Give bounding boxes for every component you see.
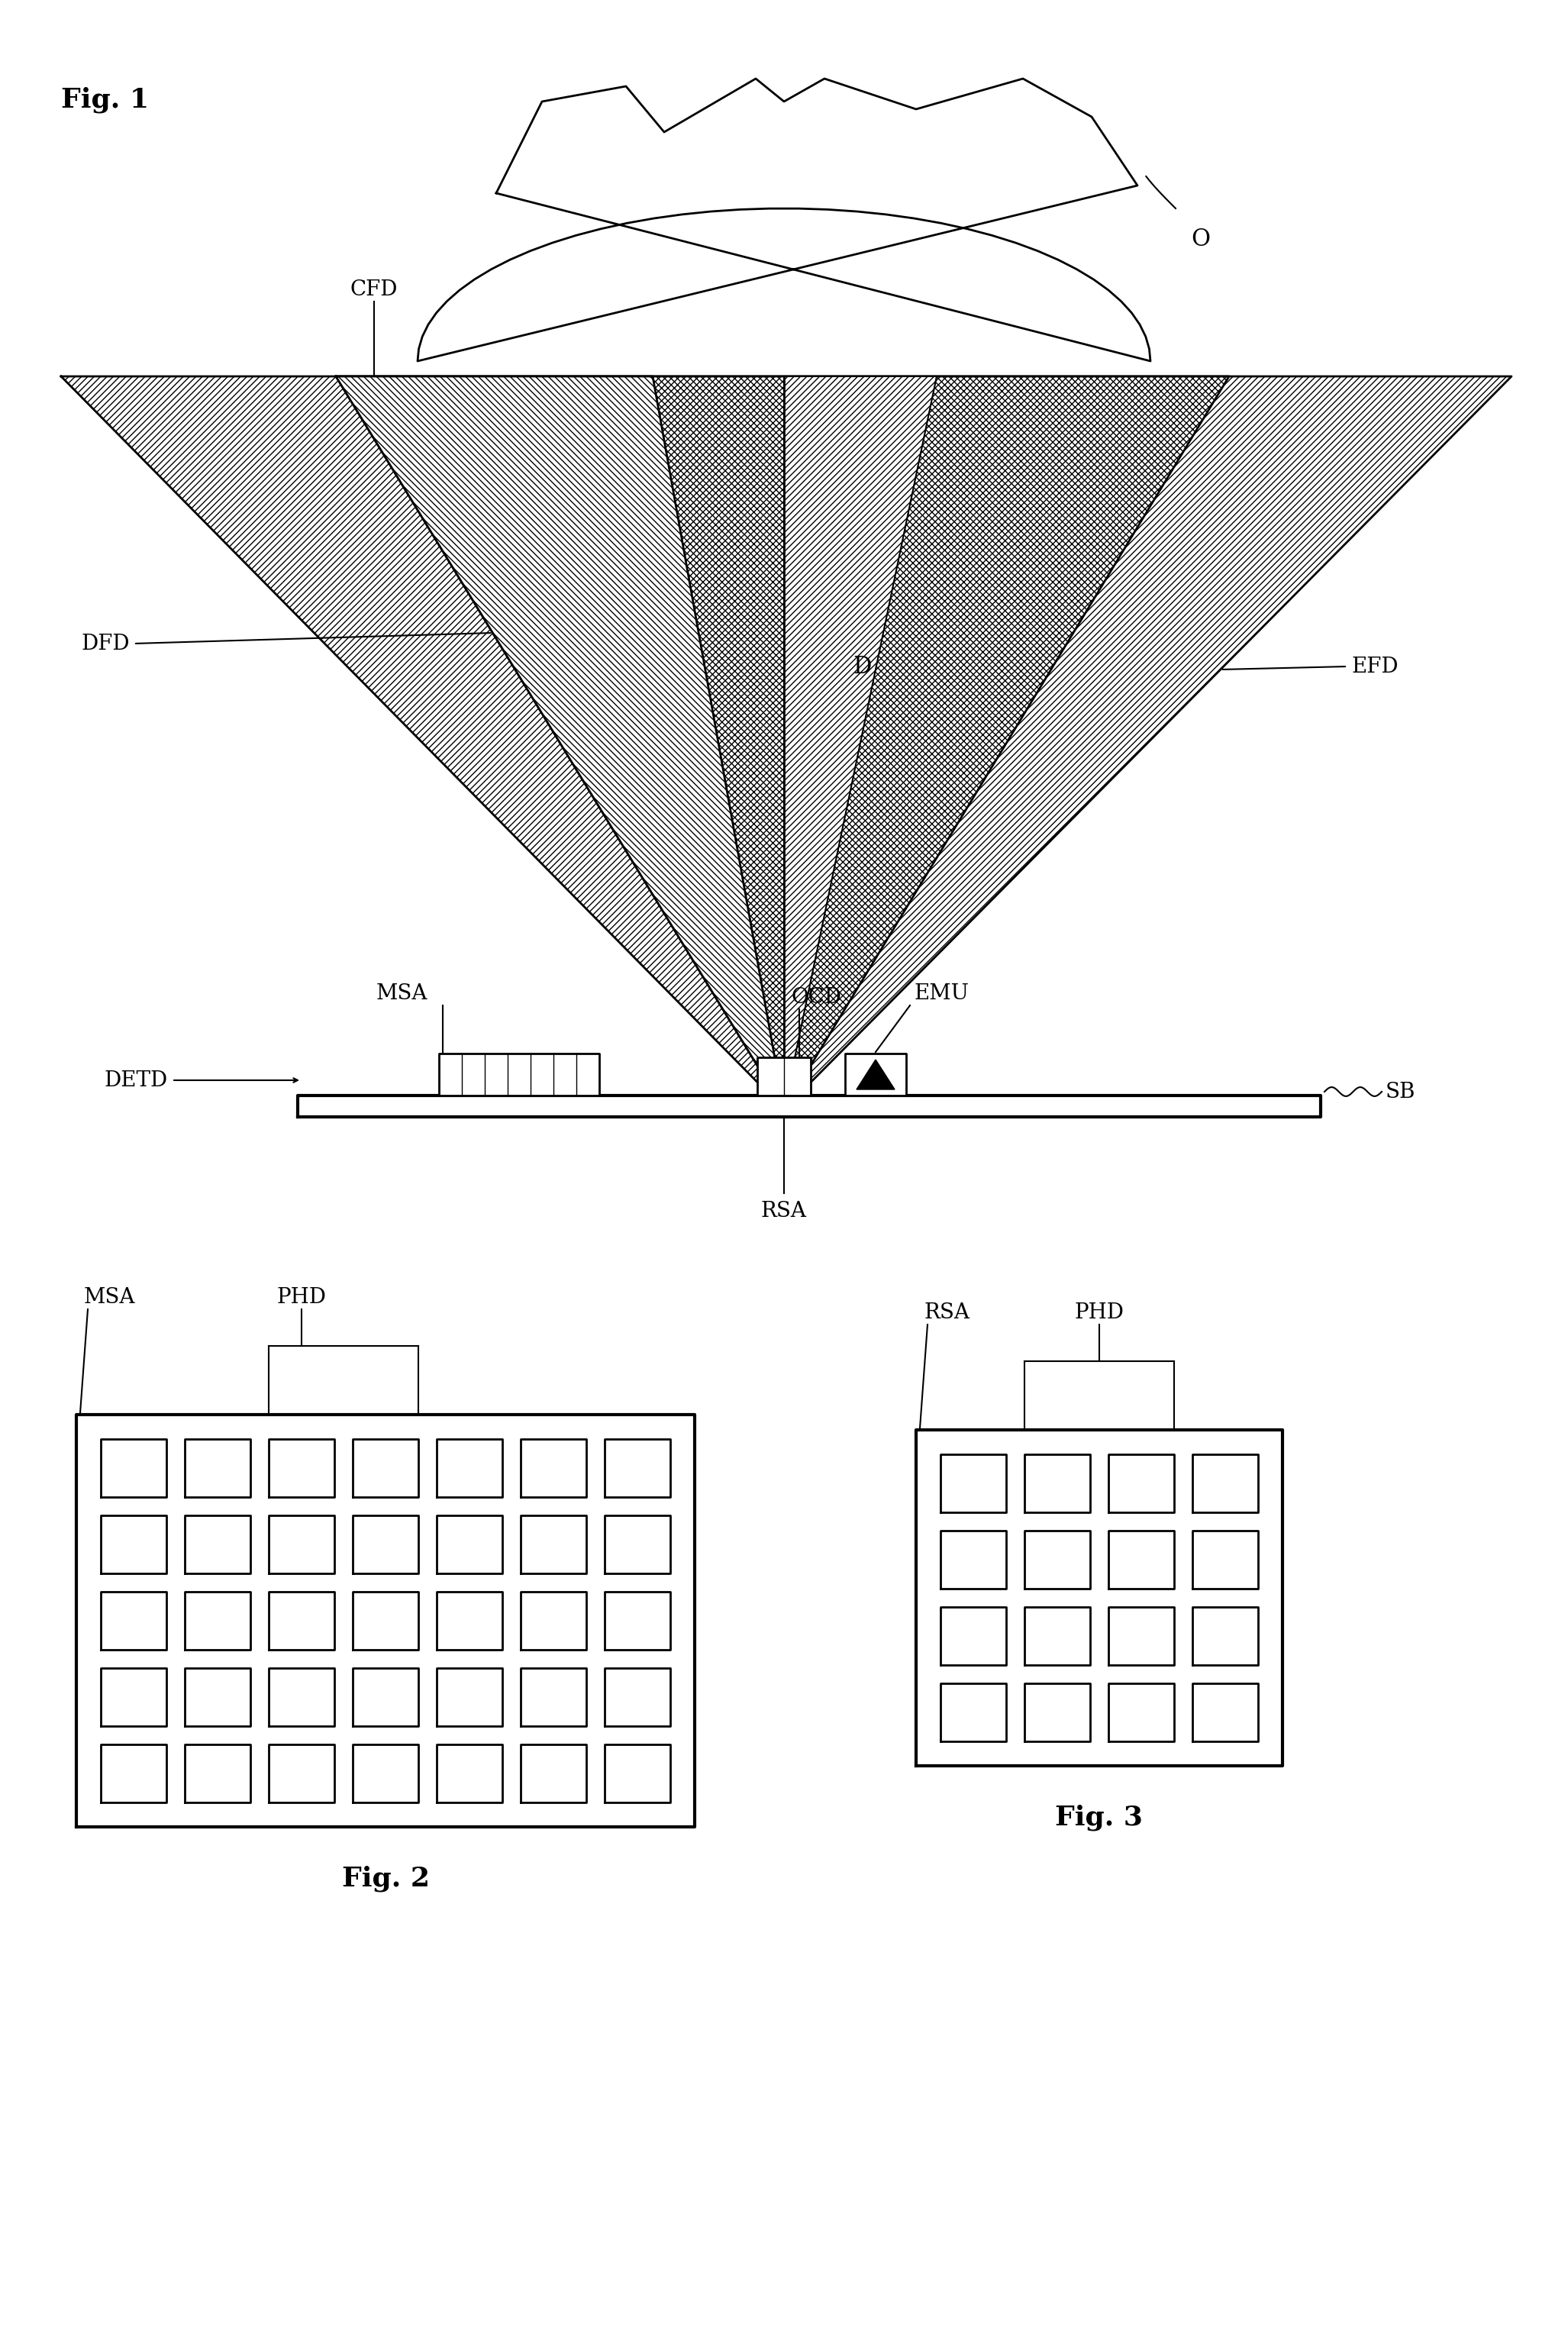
Polygon shape bbox=[757, 1058, 811, 1096]
Polygon shape bbox=[185, 1438, 251, 1497]
Polygon shape bbox=[856, 1060, 895, 1089]
Polygon shape bbox=[185, 1668, 251, 1727]
Polygon shape bbox=[1192, 1455, 1258, 1513]
Polygon shape bbox=[61, 375, 1512, 1110]
Polygon shape bbox=[1024, 1684, 1090, 1741]
Polygon shape bbox=[1109, 1530, 1174, 1588]
Polygon shape bbox=[941, 1684, 1007, 1741]
Polygon shape bbox=[298, 1096, 1320, 1117]
Polygon shape bbox=[353, 1745, 419, 1802]
Polygon shape bbox=[1109, 1684, 1174, 1741]
Polygon shape bbox=[1024, 1530, 1090, 1588]
Polygon shape bbox=[439, 1053, 599, 1096]
Polygon shape bbox=[100, 1591, 166, 1649]
Polygon shape bbox=[1192, 1684, 1258, 1741]
Polygon shape bbox=[521, 1438, 586, 1497]
Polygon shape bbox=[1024, 1607, 1090, 1666]
Polygon shape bbox=[916, 1431, 1283, 1767]
Polygon shape bbox=[268, 1591, 334, 1649]
Text: PHD: PHD bbox=[1074, 1302, 1124, 1323]
Text: Fig. 3: Fig. 3 bbox=[1055, 1804, 1143, 1830]
Polygon shape bbox=[436, 1516, 502, 1574]
Polygon shape bbox=[417, 80, 1151, 361]
Text: OCD: OCD bbox=[792, 988, 842, 1009]
Text: RSA: RSA bbox=[760, 1201, 808, 1222]
Polygon shape bbox=[185, 1745, 251, 1802]
Polygon shape bbox=[353, 1668, 419, 1727]
Polygon shape bbox=[100, 1668, 166, 1727]
Text: Fig. 1: Fig. 1 bbox=[61, 87, 149, 113]
Polygon shape bbox=[353, 1438, 419, 1497]
Polygon shape bbox=[1109, 1607, 1174, 1666]
Text: PHD: PHD bbox=[276, 1288, 326, 1307]
Polygon shape bbox=[436, 1591, 502, 1649]
Text: Fig. 2: Fig. 2 bbox=[342, 1865, 430, 1891]
Text: O: O bbox=[1190, 228, 1210, 251]
Polygon shape bbox=[100, 1516, 166, 1574]
Text: RSA: RSA bbox=[924, 1302, 969, 1323]
Polygon shape bbox=[1109, 1455, 1174, 1513]
Polygon shape bbox=[268, 1516, 334, 1574]
Polygon shape bbox=[100, 1438, 166, 1497]
Polygon shape bbox=[268, 1745, 334, 1802]
Polygon shape bbox=[185, 1516, 251, 1574]
Text: DFD: DFD bbox=[82, 633, 130, 655]
Polygon shape bbox=[353, 1516, 419, 1574]
Text: CFD: CFD bbox=[350, 279, 398, 300]
Polygon shape bbox=[336, 375, 1229, 1110]
Polygon shape bbox=[941, 1530, 1007, 1588]
Polygon shape bbox=[100, 1745, 166, 1802]
Polygon shape bbox=[521, 1516, 586, 1574]
Text: DETD: DETD bbox=[105, 1070, 168, 1091]
Polygon shape bbox=[436, 1668, 502, 1727]
Text: EFD: EFD bbox=[1352, 657, 1399, 676]
Polygon shape bbox=[336, 375, 784, 1110]
Text: EMU: EMU bbox=[914, 983, 969, 1004]
Polygon shape bbox=[1024, 1455, 1090, 1513]
Polygon shape bbox=[941, 1607, 1007, 1666]
Text: MSA: MSA bbox=[85, 1288, 135, 1307]
Polygon shape bbox=[605, 1668, 670, 1727]
Polygon shape bbox=[1192, 1607, 1258, 1666]
Polygon shape bbox=[268, 1438, 334, 1497]
Polygon shape bbox=[436, 1438, 502, 1497]
Polygon shape bbox=[605, 1591, 670, 1649]
Polygon shape bbox=[605, 1516, 670, 1574]
Polygon shape bbox=[77, 1415, 695, 1828]
Text: SB: SB bbox=[1386, 1082, 1416, 1103]
Polygon shape bbox=[605, 1745, 670, 1802]
Polygon shape bbox=[185, 1591, 251, 1649]
Polygon shape bbox=[605, 1438, 670, 1497]
Polygon shape bbox=[941, 1455, 1007, 1513]
Polygon shape bbox=[521, 1591, 586, 1649]
Polygon shape bbox=[845, 1053, 906, 1096]
Polygon shape bbox=[353, 1591, 419, 1649]
Polygon shape bbox=[1192, 1530, 1258, 1588]
Text: D: D bbox=[853, 655, 872, 678]
Polygon shape bbox=[521, 1745, 586, 1802]
Polygon shape bbox=[784, 375, 936, 1110]
Text: MSA: MSA bbox=[376, 983, 428, 1004]
Polygon shape bbox=[268, 1668, 334, 1727]
Polygon shape bbox=[436, 1745, 502, 1802]
Polygon shape bbox=[521, 1668, 586, 1727]
